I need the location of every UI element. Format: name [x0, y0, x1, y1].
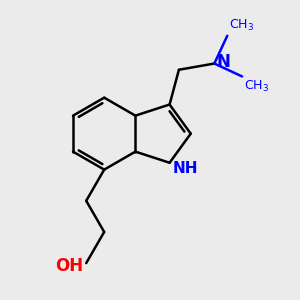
Text: N: N [217, 53, 231, 71]
Text: CH$_3$: CH$_3$ [244, 78, 269, 94]
Text: CH$_3$: CH$_3$ [229, 18, 254, 33]
Text: OH: OH [55, 257, 83, 275]
Text: NH: NH [173, 161, 198, 176]
